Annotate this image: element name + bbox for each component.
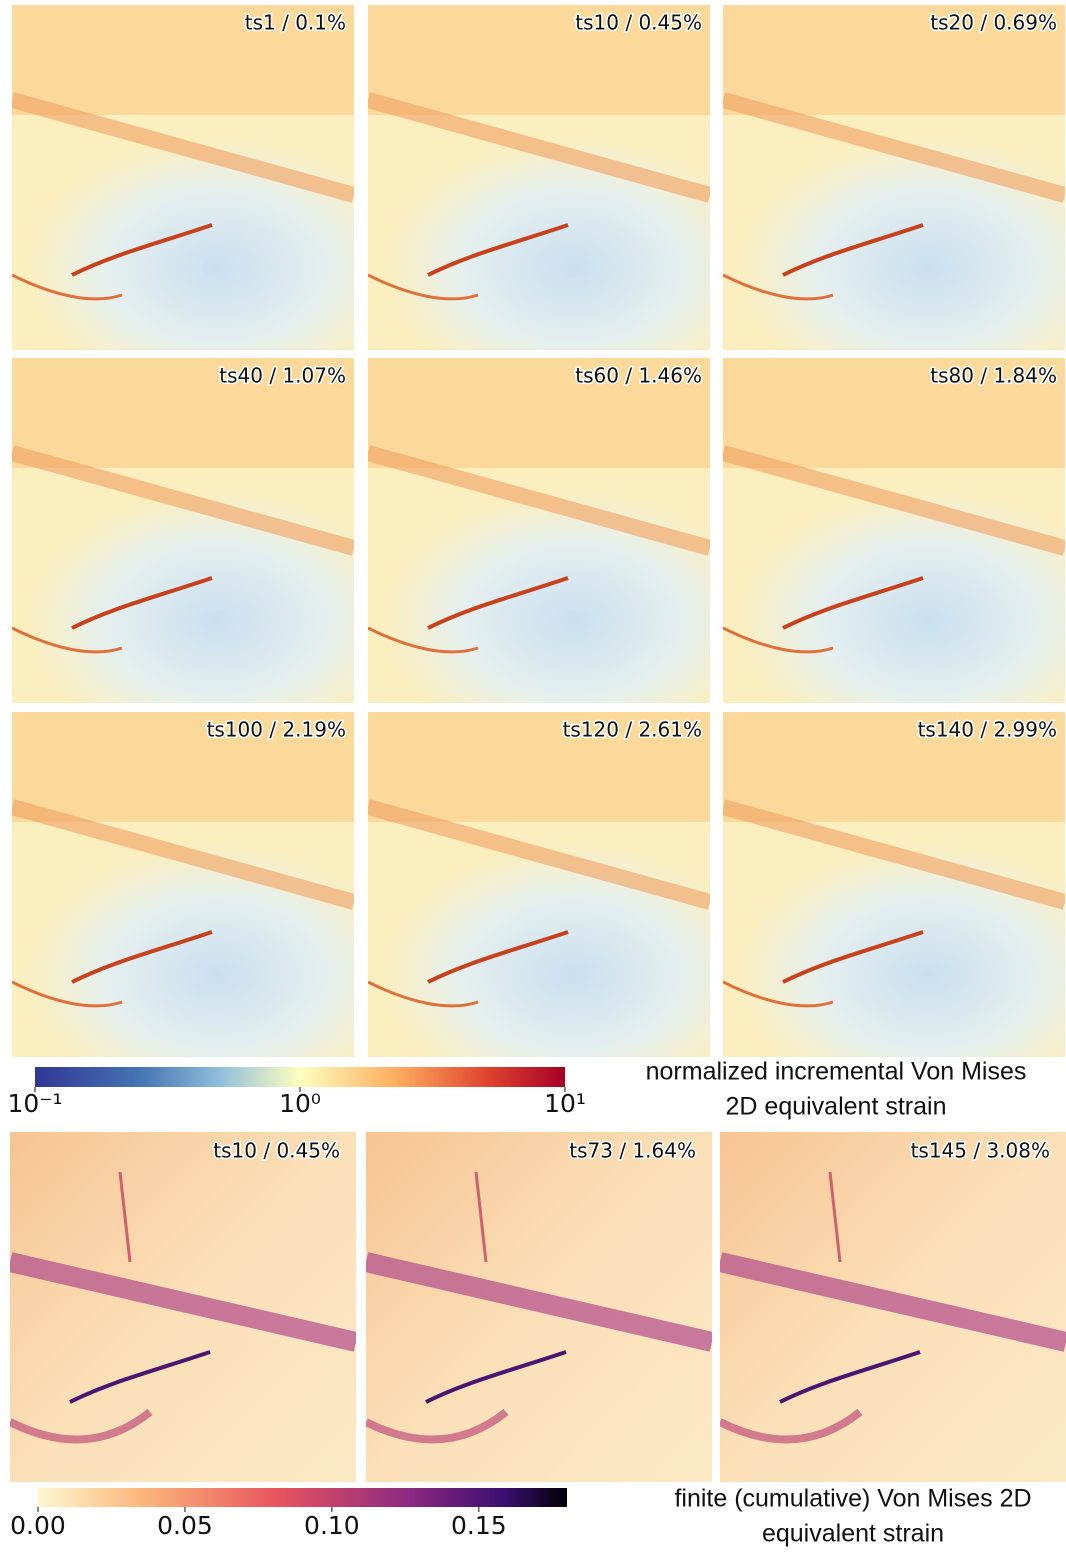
tick-label: 0.05 (157, 1511, 213, 1540)
panel-label: ts40 / 1.07% (219, 364, 346, 388)
strain-map (368, 5, 710, 350)
colorbar-title: normalized incremental Von Mises (646, 1058, 1027, 1086)
tick-label: 10⁻¹ (7, 1089, 62, 1118)
strain-map (366, 1132, 712, 1482)
strain-map (723, 358, 1065, 703)
panel-label: ts60 / 1.46% (575, 364, 702, 388)
colorbar-title: 2D equivalent strain (726, 1093, 947, 1121)
tick-label: 0.15 (451, 1511, 507, 1540)
strain-map (12, 358, 354, 703)
panel-label: ts100 / 2.19% (207, 718, 346, 742)
strain-map (723, 712, 1065, 1057)
tick-label: 10¹ (544, 1089, 586, 1118)
colorbar-title: finite (cumulative) Von Mises 2D (674, 1485, 1031, 1513)
strain-map (368, 712, 710, 1057)
strain-map (368, 358, 710, 703)
panel-label: ts120 / 2.61% (563, 718, 702, 742)
tick-label: 0.00 (10, 1511, 66, 1540)
colorbar-finite (38, 1488, 567, 1507)
panel-label: ts73 / 1.64% (569, 1139, 696, 1163)
tick-label: 10⁰ (279, 1089, 321, 1118)
panel-label: ts1 / 0.1% (245, 11, 346, 35)
strain-map (12, 5, 354, 350)
panel-label: ts10 / 0.45% (575, 11, 702, 35)
strain-map (10, 1132, 356, 1482)
panel-label: ts10 / 0.45% (213, 1139, 340, 1163)
panel-label: ts145 / 3.08% (911, 1139, 1050, 1163)
panel-label: ts80 / 1.84% (930, 364, 1057, 388)
strain-map (720, 1132, 1066, 1482)
tick-label: 0.10 (304, 1511, 360, 1540)
colorbar-title: equivalent strain (762, 1520, 944, 1548)
colorbar-incremental (35, 1067, 565, 1087)
panel-label: ts20 / 0.69% (930, 11, 1057, 35)
strain-map (723, 5, 1065, 350)
panel-label: ts140 / 2.99% (918, 718, 1057, 742)
strain-map (12, 712, 354, 1057)
